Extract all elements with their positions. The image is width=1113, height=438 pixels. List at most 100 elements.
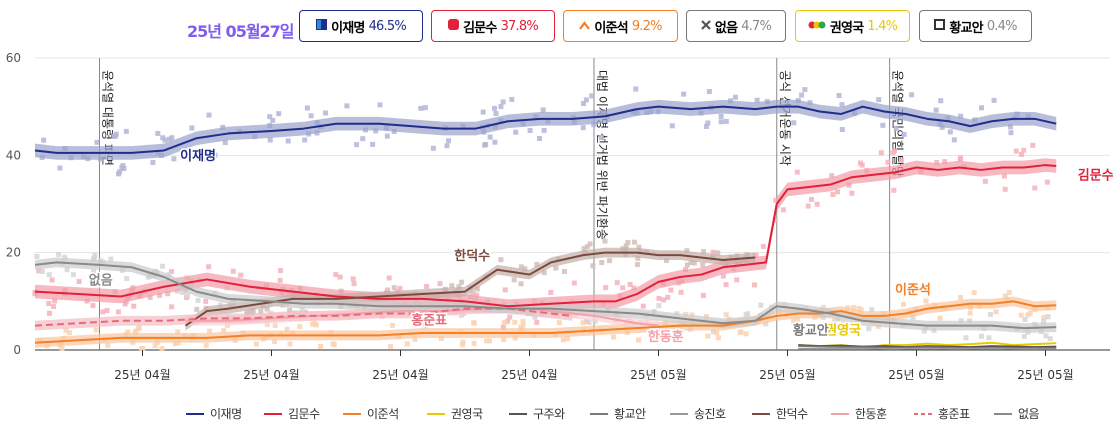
poll-dot — [194, 306, 200, 312]
poll-dot — [583, 97, 589, 103]
legend-item[interactable]: 구주와 — [509, 405, 565, 422]
poll-dot — [532, 314, 538, 320]
poll-dot — [385, 287, 391, 293]
poll-dot — [602, 238, 608, 244]
legend-item[interactable]: 황교안 — [590, 405, 646, 422]
poll-dot — [115, 309, 121, 315]
badge-none[interactable]: 없음 4.7% — [686, 10, 786, 42]
legend-item[interactable]: 없음 — [994, 405, 1040, 422]
poll-dot — [311, 321, 317, 327]
poll-dot — [304, 105, 310, 111]
legend-item[interactable]: 한동훈 — [831, 405, 887, 422]
series-line[interactable] — [798, 345, 1057, 349]
legend-swatch — [343, 412, 361, 415]
poll-dot — [743, 331, 749, 337]
series-line[interactable] — [34, 261, 1057, 330]
poll-dot — [1001, 173, 1007, 179]
badge-lee-junseok[interactable]: 이준석 9.2% — [563, 10, 678, 42]
legend-item[interactable]: 권영국 — [427, 405, 483, 422]
poll-dot — [159, 263, 165, 269]
poll-dot — [458, 312, 464, 318]
legend-item[interactable]: 이준석 — [343, 405, 399, 422]
poll-dot — [46, 310, 52, 316]
poll-dot — [498, 104, 504, 110]
poll-dot — [70, 272, 76, 278]
poll-dot — [518, 281, 524, 287]
badge-name: 이준석 — [594, 20, 628, 36]
poll-dot — [169, 304, 175, 310]
poll-dot — [299, 306, 305, 312]
poll-dot — [623, 243, 629, 249]
poll-dot — [46, 272, 52, 278]
poll-dot — [113, 131, 119, 137]
poll-dot — [278, 268, 284, 274]
poll-dot — [1032, 185, 1038, 191]
poll-dot — [52, 298, 58, 304]
badge-lee-jaemyung[interactable]: 이재명 46.5% — [299, 10, 423, 42]
poll-dot — [189, 125, 195, 131]
series-line[interactable] — [34, 105, 1057, 154]
legend-item[interactable]: 이재명 — [186, 405, 242, 422]
poll-dot — [754, 97, 760, 103]
legend-label: 구주와 — [533, 407, 565, 421]
poll-dot — [397, 285, 403, 291]
poll-dot — [854, 326, 860, 332]
legend-item[interactable]: 홍준표 — [914, 405, 970, 422]
poll-dot — [470, 290, 476, 296]
poll-dot — [869, 307, 875, 313]
badge-hwang-kyoahn[interactable]: 황교안 0.4% — [919, 10, 1032, 42]
badge-kwon-youngguk[interactable]: 권영국 1.4% — [795, 10, 910, 42]
poll-dot — [318, 343, 324, 349]
poll-dot — [438, 336, 444, 342]
poll-dot — [584, 244, 590, 250]
poll-dot — [370, 141, 376, 147]
poll-dot — [565, 336, 571, 342]
poll-dot — [971, 290, 977, 296]
poll-dot — [598, 135, 604, 141]
poll-dot — [344, 103, 350, 109]
poll-dot — [493, 111, 499, 117]
series-line[interactable] — [798, 344, 1057, 349]
series-line[interactable] — [184, 251, 756, 327]
poll-dot — [814, 201, 820, 207]
poll-dot — [51, 304, 57, 310]
poll-dot — [492, 139, 498, 145]
legend-swatch — [509, 412, 527, 415]
poll-dot — [285, 138, 291, 144]
series-annotation: 황교안 — [793, 322, 829, 338]
poll-dot — [111, 133, 117, 139]
series-line[interactable] — [34, 300, 1057, 344]
badge-kim-moonsoo[interactable]: 김문수 37.8% — [431, 10, 555, 42]
poll-dot — [706, 89, 712, 95]
poll-dot — [272, 339, 278, 345]
poll-dot — [57, 165, 63, 171]
poll-dot — [684, 248, 690, 254]
poll-dot — [264, 322, 270, 328]
poll-dot — [851, 304, 857, 310]
poll-dot — [710, 249, 716, 255]
caret-up-icon — [579, 19, 591, 33]
poll-dot — [753, 252, 759, 258]
poll-dot — [849, 190, 855, 196]
poll-dot — [322, 110, 328, 116]
legend-item[interactable]: 김문수 — [264, 405, 320, 422]
poll-dot — [520, 322, 526, 328]
series-annotation: 이준석 — [895, 282, 931, 298]
legend-item[interactable]: 송진호 — [670, 405, 726, 422]
poll-dot — [498, 257, 504, 263]
poll-dot — [222, 140, 228, 146]
poll-dot — [136, 325, 142, 331]
series-line[interactable] — [34, 164, 1057, 308]
poll-dot — [681, 91, 687, 97]
poll-dot — [656, 295, 662, 301]
x-tick-label: 25년 05월 — [888, 368, 944, 382]
poll-dot — [891, 187, 897, 193]
series-annotation: 이재명 — [180, 148, 216, 164]
poll-dot — [571, 280, 577, 286]
poll-dot — [772, 217, 778, 223]
poll-dot — [636, 337, 642, 343]
poll-dot — [715, 335, 721, 341]
poll-dot — [878, 150, 884, 156]
legend-item[interactable]: 한덕수 — [752, 405, 808, 422]
poll-dot — [446, 138, 452, 144]
